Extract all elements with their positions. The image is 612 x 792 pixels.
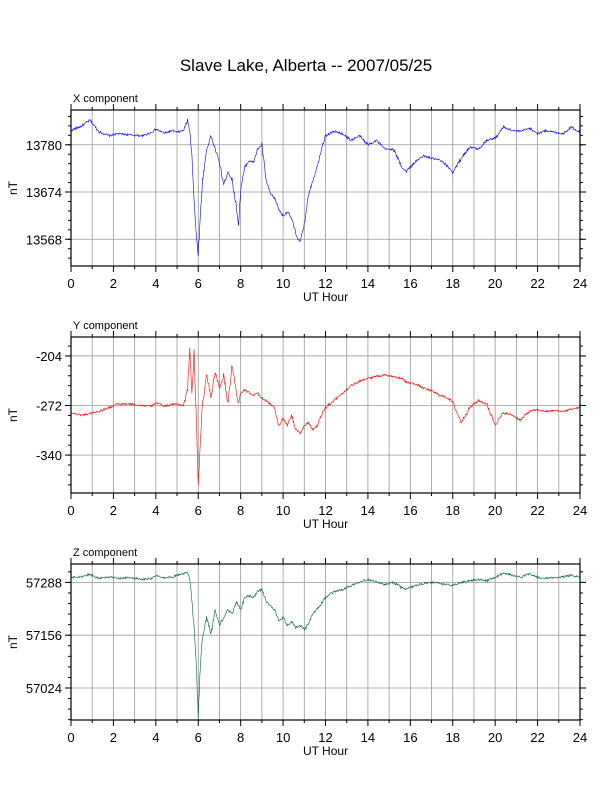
x-tick-label: 4 <box>152 730 159 745</box>
series-line-x <box>70 118 581 256</box>
y-tick-label: -272 <box>36 399 62 414</box>
y-tick-label: 57288 <box>26 575 62 590</box>
x-tick-label: 24 <box>573 276 587 291</box>
x-tick-label: 10 <box>276 276 290 291</box>
x-tick-label: 20 <box>488 730 502 745</box>
x-tick-label: 10 <box>276 503 290 518</box>
panel-title: Y component <box>73 320 138 332</box>
x-tick-label: 16 <box>403 730 417 745</box>
x-axis-label: UT Hour <box>303 517 348 531</box>
x-tick-label: 6 <box>195 503 202 518</box>
x-tick-label: 0 <box>67 276 74 291</box>
x-tick-label: 24 <box>573 730 587 745</box>
y-tick-label: -340 <box>36 448 62 463</box>
y-axis-label: nT <box>6 180 20 195</box>
y-tick-label: 13780 <box>26 138 62 153</box>
x-tick-label: 22 <box>530 503 544 518</box>
x-tick-label: 10 <box>276 730 290 745</box>
x-tick-label: 6 <box>195 730 202 745</box>
x-tick-label: 22 <box>530 730 544 745</box>
x-tick-label: 20 <box>488 276 502 291</box>
x-tick-label: 12 <box>318 730 332 745</box>
x-tick-label: 14 <box>361 730 375 745</box>
x-tick-label: 16 <box>403 503 417 518</box>
x-tick-label: 16 <box>403 276 417 291</box>
x-tick-label: 18 <box>446 276 460 291</box>
x-axis-label: UT Hour <box>303 744 348 758</box>
x-tick-label: 14 <box>361 276 375 291</box>
x-tick-label: 2 <box>110 730 117 745</box>
x-tick-label: 4 <box>152 276 159 291</box>
x-tick-label: 6 <box>195 276 202 291</box>
y-tick-label: -204 <box>36 349 62 364</box>
y-tick-label: 57156 <box>26 628 62 643</box>
x-tick-label: 12 <box>318 503 332 518</box>
x-tick-label: 0 <box>67 730 74 745</box>
x-tick-label: 18 <box>446 503 460 518</box>
x-tick-label: 0 <box>67 503 74 518</box>
series-line-z <box>70 571 581 721</box>
x-tick-label: 8 <box>237 503 244 518</box>
x-tick-label: 4 <box>152 503 159 518</box>
x-tick-label: 2 <box>110 503 117 518</box>
x-tick-label: 18 <box>446 730 460 745</box>
y-axis-label: nT <box>6 407 20 422</box>
y-tick-label: 13674 <box>26 185 62 200</box>
x-tick-label: 20 <box>488 503 502 518</box>
page-title: Slave Lake, Alberta -- 2007/05/25 <box>179 56 433 75</box>
x-tick-label: 8 <box>237 276 244 291</box>
x-tick-label: 8 <box>237 730 244 745</box>
panel-title: Z component <box>73 547 137 559</box>
series-line-y <box>70 347 581 486</box>
x-axis-label: UT Hour <box>303 290 348 304</box>
y-tick-label: 57024 <box>26 681 62 696</box>
x-tick-label: 2 <box>110 276 117 291</box>
y-axis-label: nT <box>6 634 20 649</box>
x-tick-label: 24 <box>573 503 587 518</box>
x-tick-label: 14 <box>361 503 375 518</box>
x-tick-label: 12 <box>318 276 332 291</box>
y-tick-label: 13568 <box>26 232 62 247</box>
panel-title: X component <box>73 93 138 105</box>
x-tick-label: 22 <box>530 276 544 291</box>
